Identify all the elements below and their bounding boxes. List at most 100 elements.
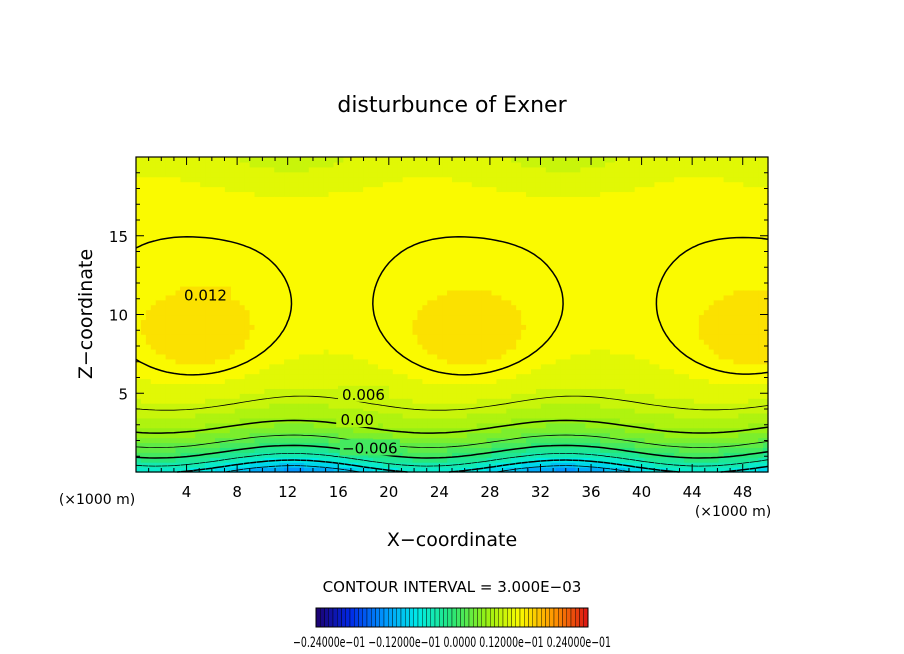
contour-lines [135,236,769,473]
colorbar-cell [383,607,389,628]
y-tick-label: 10 [109,307,128,325]
colorbar-cell [468,607,474,628]
colorbar-cell [507,607,512,628]
colorbar-cell [332,607,338,628]
contour-line [135,453,769,467]
colorbar-cell [320,607,325,628]
colorbar-cell [362,607,368,628]
x-tick-label: 16 [329,483,348,501]
colorbar-cell [422,607,427,628]
contour-label: 0.012 [184,287,227,305]
colorbar-cell [460,607,465,628]
colorbar-cell [439,607,444,628]
colorbar-cell [354,607,359,628]
x-tick-label: 24 [430,483,449,501]
chart-title: disturbunce of Exner [337,93,567,118]
colorbar-cell [473,607,478,628]
contour-label: 0.00 [340,411,373,429]
colorbar-cell [366,607,372,628]
colorbar-cell [341,607,346,628]
x-tick-label: 4 [182,483,192,501]
x-tick-label: 32 [531,483,550,501]
colorbar-cell [481,607,487,628]
colorbar-cell [536,607,542,628]
colorbar-cell [426,607,431,628]
x-tick-label: 12 [278,483,297,501]
colorbar-cell [447,607,453,628]
colorbar-cell [490,607,495,628]
colorbar-cell [400,607,406,628]
colorbar-cell [549,607,555,628]
contour-label-box [339,439,400,456]
contour-label-box [180,286,232,303]
colorbar-cell [575,607,580,628]
colorbar-cell [528,607,533,628]
y-tick-label: 15 [109,228,128,246]
y-tick-label: 5 [118,385,128,403]
contour-line [135,236,769,376]
x-unit-left: (×1000 m) [59,492,135,508]
x-unit-right: (×1000 m) [695,504,771,520]
colorbar-cell [519,607,525,628]
colorbar-cell [451,607,457,628]
x-tick-label: 28 [480,483,499,501]
contour-interval-label: CONTOUR INTERVAL = 3.000E−03 [323,578,582,596]
colorbar-cell [545,607,550,628]
colorbar-cell [485,607,491,628]
x-tick-label: 44 [683,483,702,501]
x-tick-label: 20 [379,483,398,501]
colorbar-cell [379,607,385,628]
colorbar-cell [464,607,470,628]
colorbar-cell [511,607,516,628]
colorbar-cell [477,607,482,628]
colorbar-cell [358,607,363,628]
colorbar-cell [315,607,321,628]
colorbar-cell [349,607,355,628]
x-tick-label: 48 [733,483,752,501]
colorbar-cell [345,607,351,628]
x-tick-label: 8 [232,483,242,501]
colorbar-tick-labels: −0.24000e−01 −0.12000e−01 0.0000 0.12000… [293,635,611,651]
contour-label: 0.006 [342,386,385,404]
colorbar-cell [443,607,448,628]
colorbar-cell [413,607,419,628]
colorbar-cell [417,607,423,628]
x-axis-label: X−coordinate [387,529,517,551]
colorbar-cell [562,607,567,628]
contour-labels: 0.012 0.006 0.00 −0.006 [180,286,400,457]
x-tick-label: 36 [581,483,600,501]
colorbar-cell [541,607,546,628]
contour-label-box [338,385,390,402]
colorbar-cell [456,607,461,628]
colorbar-cell [388,607,393,628]
colorbar-frame [315,607,589,628]
colorbar-cell [324,607,329,628]
colorbar-cell [405,607,410,628]
contour-fill [136,157,769,473]
colorbar-cell [524,607,529,628]
colorbar-cell [570,607,576,628]
colorbar-cell [583,607,589,628]
colorbar-cell [494,607,499,628]
colorbar-cell [328,607,334,628]
colorbar-cell [409,607,414,628]
colorbar-cell [375,607,380,628]
colorbar-cell [515,607,521,628]
y-axis-label: Z−coordinate [75,249,97,379]
colorbar-cell [396,607,402,628]
contour-label-box [336,411,379,428]
colorbar-cell [553,607,559,628]
colorbar-cell [434,607,440,628]
colorbar-cell [579,607,584,628]
colorbar-cell [502,607,508,628]
colorbar-cell [392,607,397,628]
colorbar-cell [558,607,563,628]
contour-label: −0.006 [342,439,398,457]
colorbar-cell [532,607,538,628]
colorbar [315,607,589,628]
colorbar-cell [371,607,376,628]
colorbar-cell [566,607,572,628]
